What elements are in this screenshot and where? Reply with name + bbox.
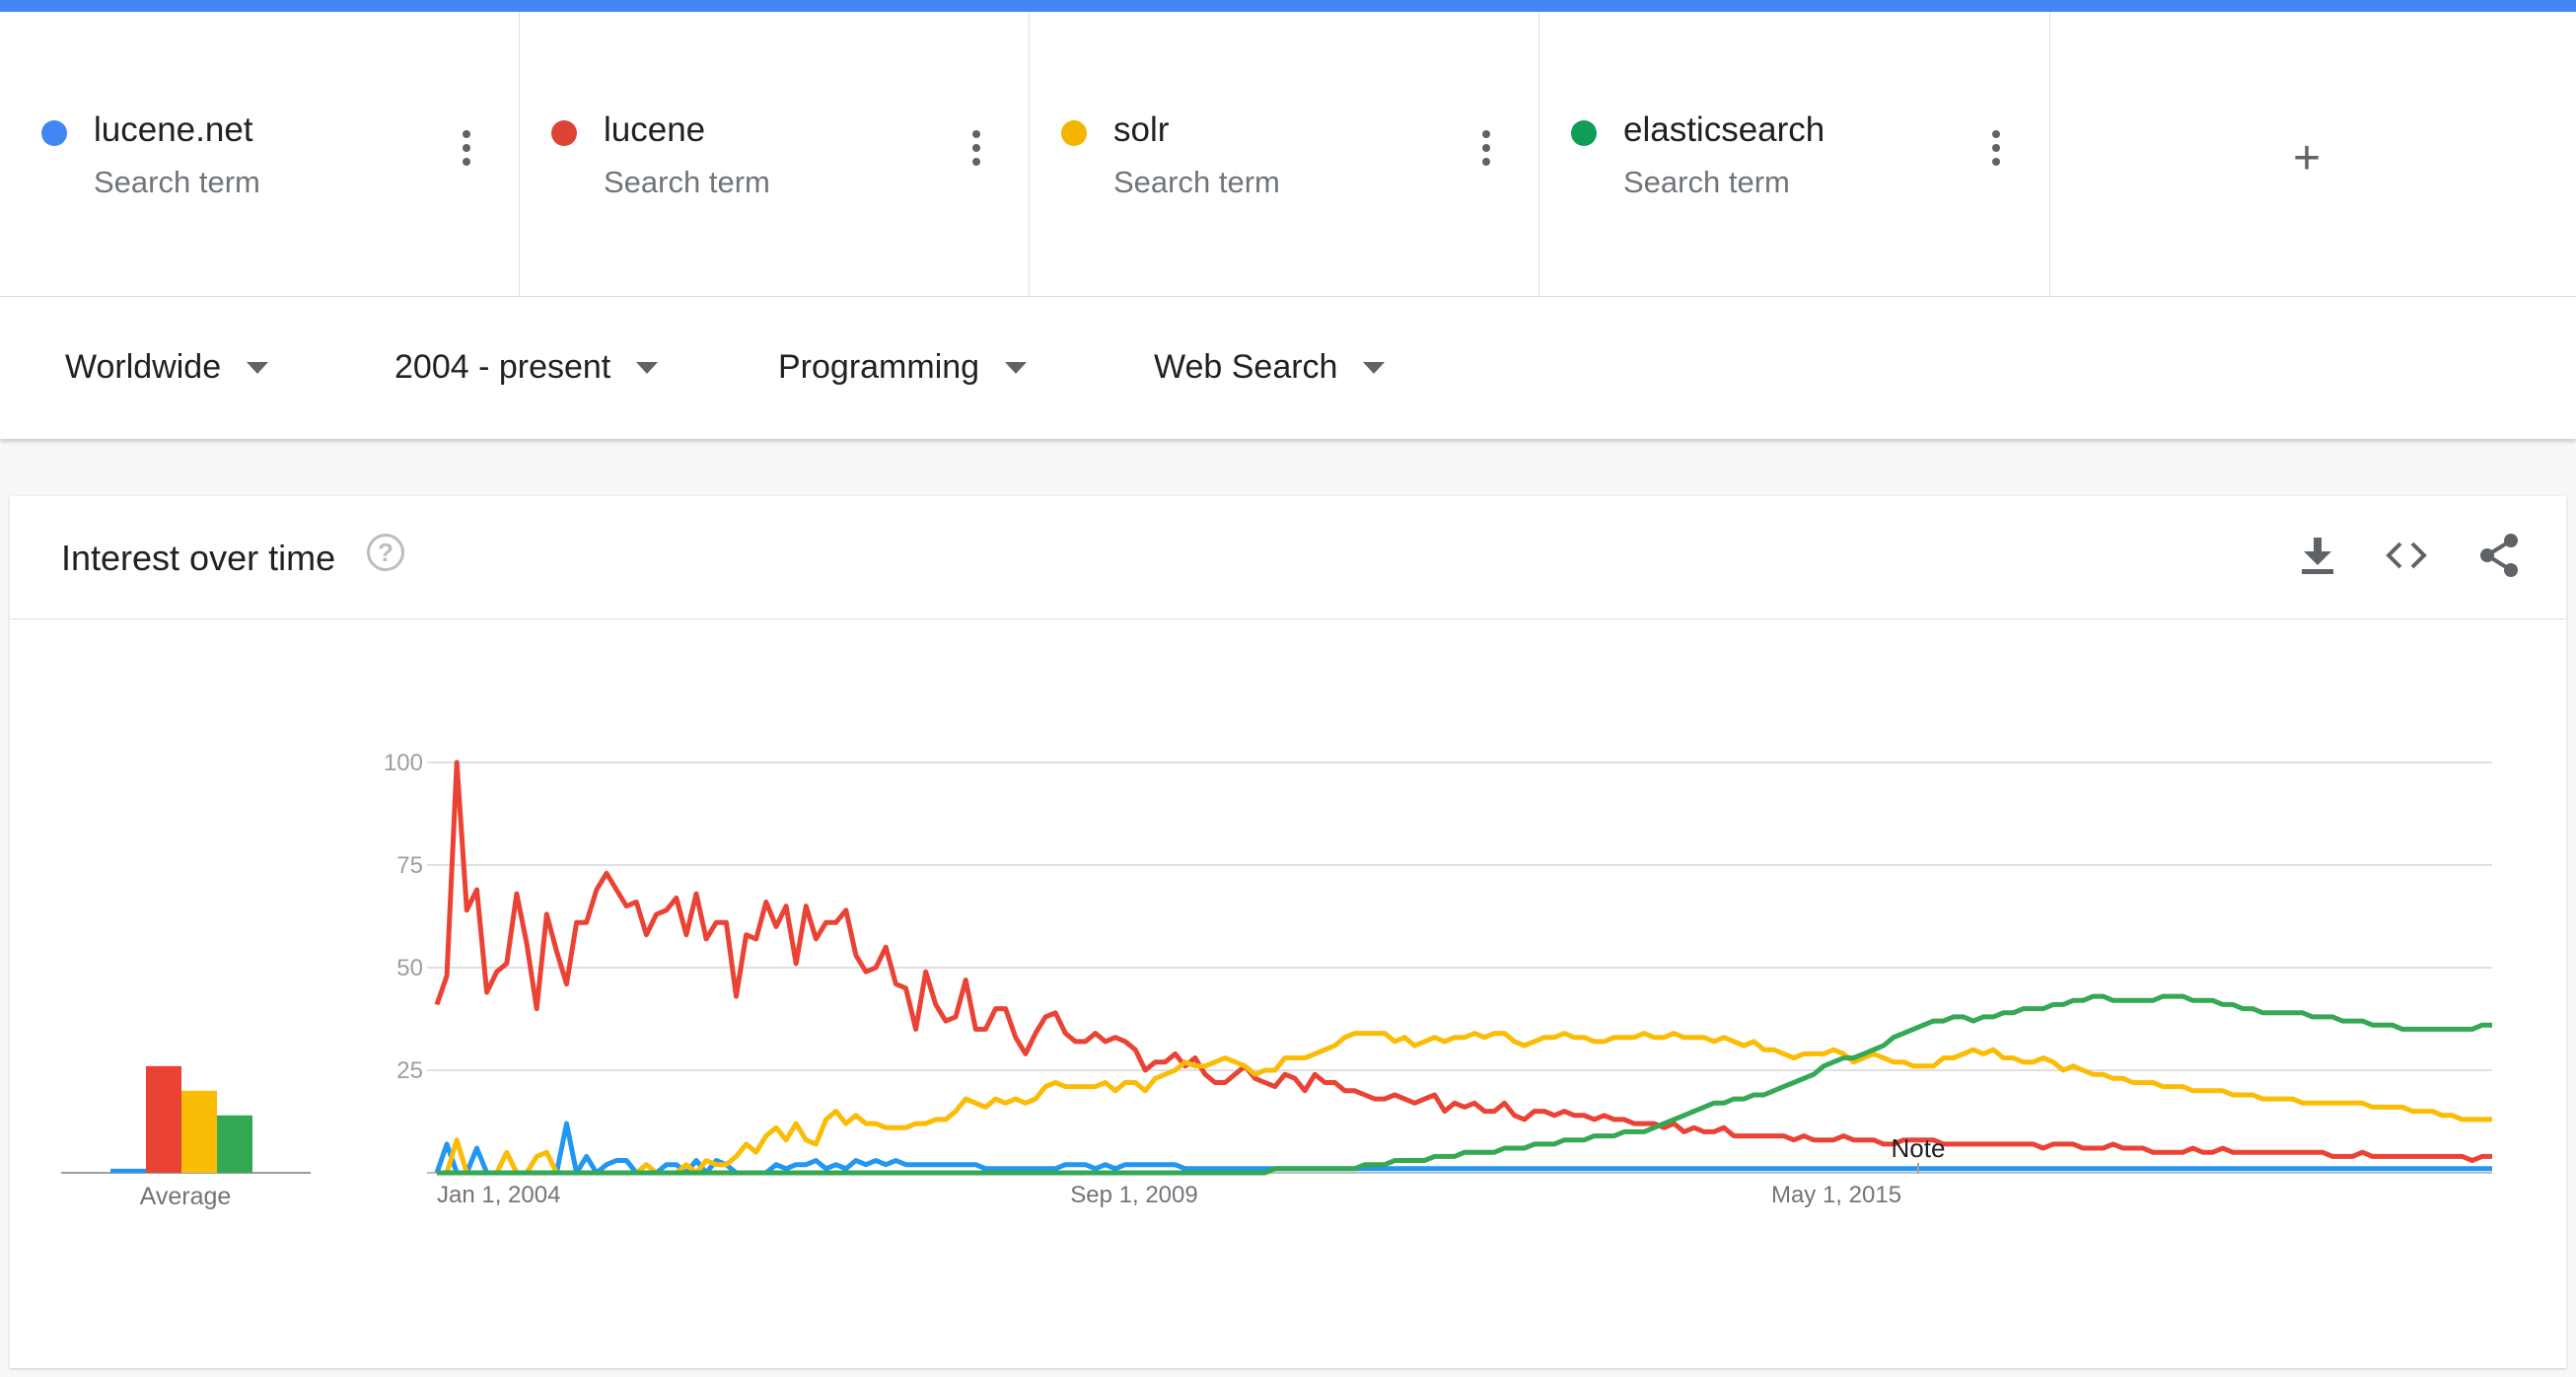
y-tick-label: 50 — [396, 955, 423, 981]
term-name[interactable]: elasticsearch — [1623, 110, 1825, 149]
series-color-dot — [41, 120, 67, 146]
term-subtitle: Search term — [1623, 165, 1790, 199]
x-tick-label: Sep 1, 2009 — [1070, 1182, 1197, 1208]
series-line-lucene-net[interactable] — [434, 1121, 2492, 1176]
plus-icon[interactable]: + — [2292, 132, 2322, 184]
term-name[interactable]: lucene.net — [94, 110, 253, 149]
term-subtitle: Search term — [1113, 165, 1280, 199]
dropdown-arrow-icon — [636, 361, 659, 374]
search-type-label: Web Search — [1154, 348, 1338, 386]
interest-chart: 100 75 50 25 Jan 1, 2004 Sep 1, 2009 May 1, 2… — [61, 750, 2492, 1210]
time-range-label: 2004 - present — [394, 348, 611, 386]
top-accent-bar — [0, 0, 2576, 12]
y-tick-label: 75 — [396, 852, 423, 879]
more-vert-icon[interactable] — [1471, 130, 1501, 189]
average-label: Average — [140, 1183, 232, 1210]
dropdown-arrow-icon — [1363, 361, 1386, 374]
series-line-lucene[interactable] — [434, 760, 2492, 1163]
embed-code-icon[interactable] — [2383, 532, 2430, 579]
dropdown-arrow-icon — [1005, 361, 1028, 374]
term-card-elasticsearch[interactable]: elasticsearch Search term — [1539, 12, 2050, 296]
add-comparison-button[interactable]: + — [2050, 12, 2563, 296]
more-vert-icon[interactable] — [1981, 130, 2011, 189]
term-subtitle: Search term — [94, 165, 260, 199]
search-terms-bar: lucene.net Search term lucene Search ter… — [0, 12, 2576, 297]
share-icon[interactable] — [2475, 532, 2523, 579]
y-tick-label: 100 — [384, 750, 423, 776]
average-bar-lucene-net[interactable] — [110, 1168, 146, 1173]
card-header: Interest over time ? — [10, 496, 2566, 619]
y-tick-label: 25 — [396, 1057, 423, 1084]
average-bar-solr[interactable] — [181, 1090, 217, 1173]
series-line-solr[interactable] — [437, 1031, 2492, 1176]
category-label: Programming — [778, 348, 980, 386]
card-title: Interest over time — [61, 538, 336, 578]
category-dropdown[interactable]: Programming — [778, 348, 1028, 387]
series-line-elasticsearch[interactable] — [437, 993, 2492, 1176]
term-name[interactable]: solr — [1113, 110, 1170, 149]
term-subtitle: Search term — [604, 165, 770, 199]
series-color-dot — [551, 120, 577, 146]
term-card-lucene-net[interactable]: lucene.net Search term — [10, 12, 520, 296]
more-vert-icon[interactable] — [452, 130, 481, 189]
dropdown-arrow-icon — [247, 361, 269, 374]
series-color-dot — [1061, 120, 1087, 146]
term-name[interactable]: lucene — [604, 110, 706, 149]
download-icon[interactable] — [2294, 532, 2341, 579]
more-vert-icon[interactable] — [962, 130, 991, 189]
help-icon[interactable]: ? — [367, 534, 404, 571]
term-card-lucene[interactable]: lucene Search term — [520, 12, 1030, 296]
region-label: Worldwide — [65, 348, 222, 386]
filters-bar: Worldwide 2004 - present Programming Web… — [0, 297, 2576, 439]
time-range-dropdown[interactable]: 2004 - present — [394, 348, 659, 387]
search-type-dropdown[interactable]: Web Search — [1154, 348, 1386, 387]
average-bar-lucene[interactable] — [146, 1065, 181, 1173]
chart-note-annotation[interactable]: Note — [1892, 1133, 1946, 1163]
term-card-solr[interactable]: solr Search term — [1030, 12, 1539, 296]
region-dropdown[interactable]: Worldwide — [65, 348, 269, 387]
series-color-dot — [1571, 120, 1597, 146]
x-tick-label: Jan 1, 2004 — [437, 1182, 560, 1208]
average-bar-elasticsearch[interactable] — [217, 1115, 252, 1173]
interest-over-time-card: Interest over time ? 100 75 50 25 Jan 1, 20… — [10, 496, 2566, 1368]
x-tick-label: May 1, 2015 — [1771, 1182, 1901, 1208]
